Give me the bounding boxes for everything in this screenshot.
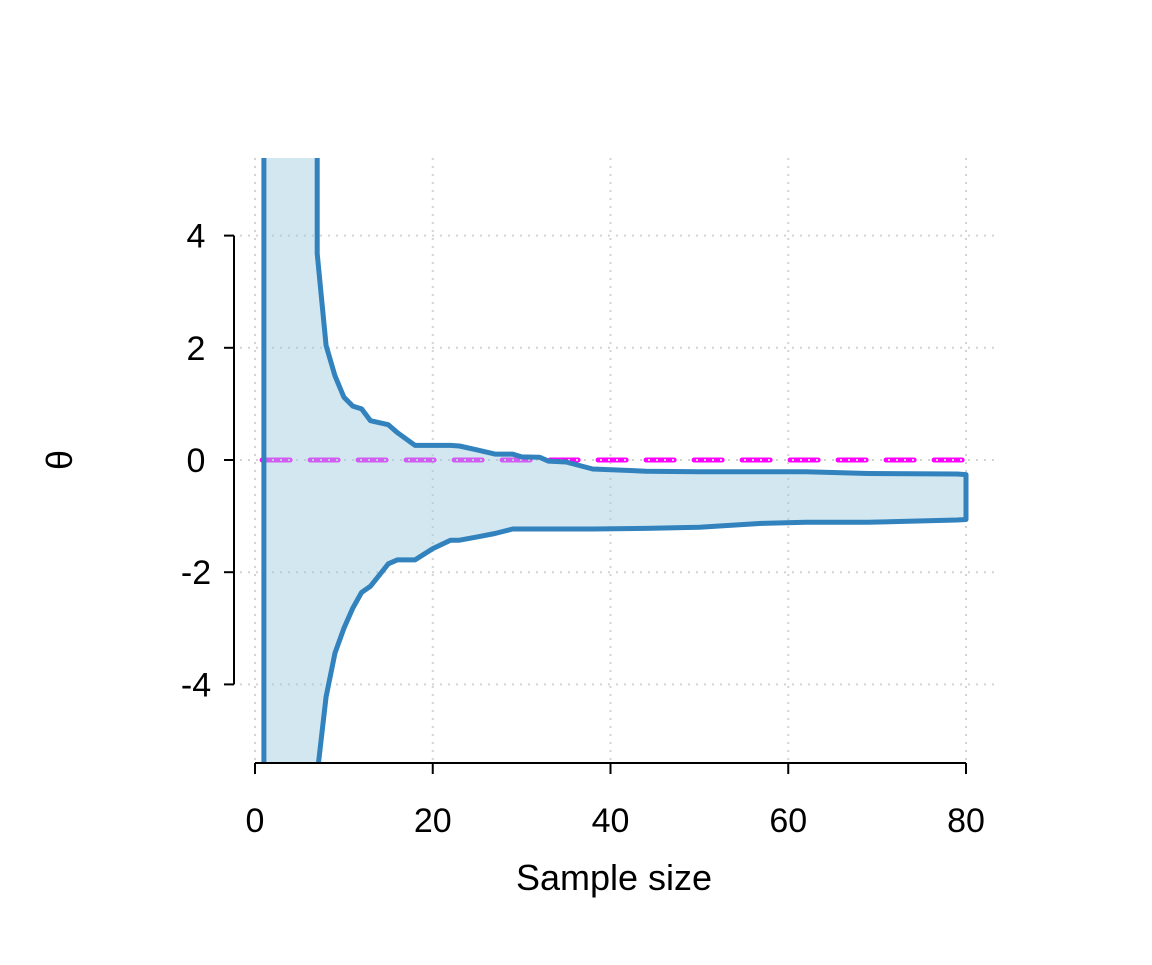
confidence-band <box>261 158 969 763</box>
x-tick-label: 40 <box>592 802 630 840</box>
x-tick-label: 20 <box>414 802 452 840</box>
plot-area <box>240 158 995 763</box>
y-tick-label: -2 <box>181 554 211 592</box>
x-tick-label: 60 <box>769 802 807 840</box>
y-tick-label: 4 <box>187 218 206 256</box>
x-tick-label: 0 <box>246 802 265 840</box>
x-tick-label: 80 <box>947 802 985 840</box>
y-axis-label: θ <box>39 450 80 470</box>
x-axis-label: Sample size <box>516 857 712 898</box>
y-tick-label: -4 <box>181 666 211 704</box>
y-tick-label: 0 <box>187 442 206 480</box>
y-tick-label: 2 <box>187 330 206 368</box>
